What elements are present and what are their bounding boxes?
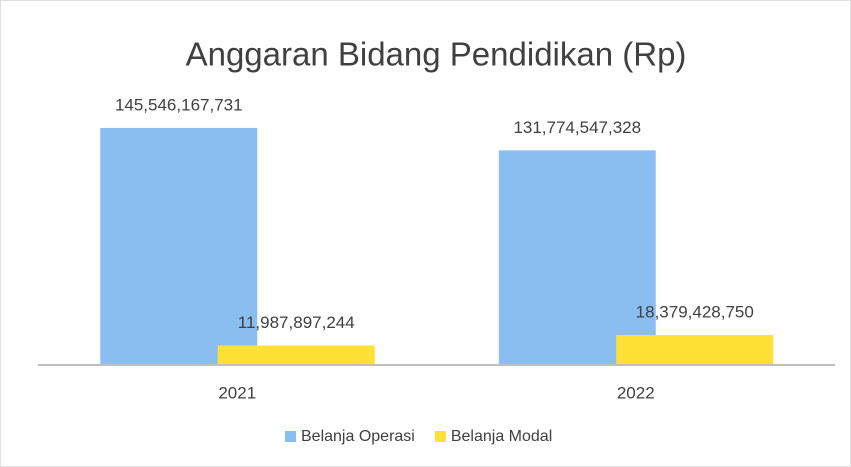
bar [616,335,774,365]
bar [217,345,375,365]
legend-label: Belanja Operasi [301,428,415,445]
chart-title: Anggaran Bidang Pendidikan (Rp) [186,36,687,73]
legend-swatch [285,431,296,442]
bar [100,127,258,365]
legend-label: Belanja Modal [451,428,552,445]
data-label: 11,987,897,244 [238,313,355,332]
x-tick-label: 2022 [617,383,655,402]
legend-swatch [434,431,446,442]
data-label: 145,546,167,731 [115,95,243,114]
x-tick-label: 2021 [218,383,256,402]
data-label: 131,774,547,328 [513,118,641,137]
data-label: 18,379,428,750 [636,303,754,322]
bar [498,150,656,365]
